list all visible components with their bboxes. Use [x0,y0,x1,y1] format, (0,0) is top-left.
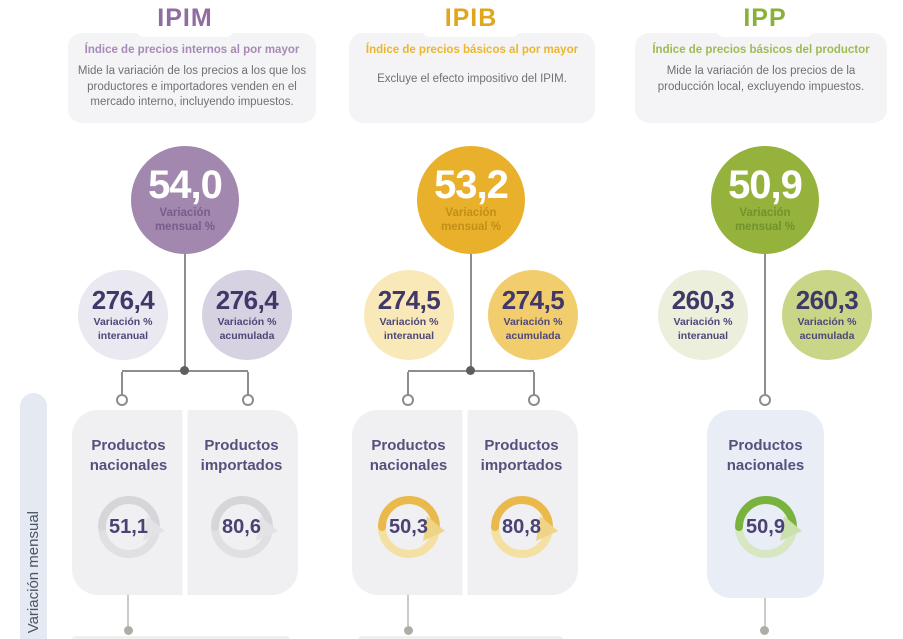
ipib-junction-dot [466,366,475,375]
ipim-accumulated-label: Variación % acumulada [217,316,277,342]
ipim-node-left [116,394,128,406]
ipp-continuation-line [764,598,766,626]
ipp-interannual-value: 260,3 [671,285,735,316]
product-name: Productos nacionales [369,437,448,474]
ipib-accumulated-circle: 274,5 Variación % acumulada [488,270,578,360]
ipib-drop-line-left [407,372,409,395]
ipim-connector-line [184,252,186,371]
ipim-continuation-dot [124,626,133,635]
ipim-title: IPIM [135,0,235,37]
ipib-accumulated-value: 274,5 [501,285,565,316]
ipim-description: Mide la variación de los precios a los q… [77,65,307,109]
product-name: Productos nacionales [726,437,805,474]
cycle-arrow-icon [97,496,165,558]
ipp-monthly-value: 50,9 [728,162,803,207]
ipim-monthly-label: Variación mensual % [154,206,216,233]
product-value: 50,9 [746,515,785,538]
ipim-monthly-value: 54,0 [148,162,223,207]
ipp-accumulated-value: 260,3 [795,285,859,316]
product-icon-wrap: 80,6 [203,488,281,566]
ipim-continuation-line [127,595,129,626]
ipim-description-card: Índice de precios internos al por mayor … [68,33,316,123]
ipim-product-importados: Productos importados 80,6 [185,410,298,595]
ipib-continuation-line [407,595,409,626]
ipib-subtitle: Índice de precios básicos al por mayor [365,44,579,56]
ipib-interannual-circle: 274,5 Variación % interanual [364,270,454,360]
ipib-product-importados: Productos importados 80,8 [465,410,578,595]
ipib-monthly-variation-circle: 53,2 Variación mensual % [417,146,525,254]
ipp-monthly-variation-circle: 50,9 Variación mensual % [711,146,819,254]
products-divider [182,410,188,595]
ipp-interannual-circle: 260,3 Variación % interanual [658,270,748,360]
ipim-node-right [242,394,254,406]
product-icon-wrap: 50,9 [727,488,805,566]
ipib-monthly-label: Variación mensual % [440,206,502,233]
ipib-node-right [528,394,540,406]
ipp-node [759,394,771,406]
ipim-products-card: Productos nacionales 51,1 Productos impo… [72,410,298,595]
ipim-interannual-value: 276,4 [91,285,155,316]
product-name: Productos importados [480,437,563,474]
product-icon-wrap: 51,1 [90,488,168,566]
ipib-interannual-value: 274,5 [377,285,441,316]
ipib-products-card: Productos nacionales 50,3 Productos impo… [352,410,578,595]
ipp-accumulated-circle: 260,3 Variación % acumulada [782,270,872,360]
ipib-description: Excluye el efecto impositivo del IPIM. [377,73,567,85]
product-value: 51,1 [109,515,148,538]
product-icon-wrap: 50,3 [370,488,448,566]
ipib-monthly-value: 53,2 [434,162,509,207]
ipim-product-nacionales: Productos nacionales 51,1 [72,410,185,595]
ipim-subtitle: Índice de precios internos al por mayor [84,44,300,56]
cycle-arrow-icon [377,496,445,558]
cycle-arrow-icon [490,496,558,558]
ipib-connector-line [470,252,472,371]
monthly-variation-rail: Variación mensual [20,393,47,639]
ipp-product-nacionales: Productos nacionales 50,9 [707,410,824,598]
product-value: 80,6 [222,515,261,538]
ipib-product-nacionales: Productos nacionales 50,3 [352,410,465,595]
ipp-description-card: Índice de precios básicos del productor … [635,33,887,123]
ipp-title: IPP [715,0,815,37]
ipib-node-left [402,394,414,406]
ipp-monthly-label: Variación mensual % [734,206,796,233]
cycle-arrow-icon [734,496,802,558]
ipim-accumulated-circle: 276,4 Variación % acumulada [202,270,292,360]
products-divider [462,410,468,595]
ipim-monthly-variation-circle: 54,0 Variación mensual % [131,146,239,254]
ipim-interannual-label: Variación % interanual [93,316,153,342]
ipp-subtitle: Índice de precios básicos del productor [652,44,870,56]
product-value: 50,3 [389,515,428,538]
product-value: 80,8 [502,515,541,538]
ipim-junction-dot [180,366,189,375]
product-icon-wrap: 80,8 [483,488,561,566]
ipib-drop-line-right [533,372,535,395]
ipp-products-card: Productos nacionales 50,9 [707,410,824,598]
ipp-interannual-label: Variación % interanual [673,316,733,342]
ipp-connector-line [764,252,766,394]
ipib-title: IPIB [421,0,521,37]
ipp-continuation-dot [760,626,769,635]
ipim-accumulated-value: 276,4 [215,285,279,316]
ipim-interannual-circle: 276,4 Variación % interanual [78,270,168,360]
ipim-next-card-top-edge [72,636,290,639]
ipp-accumulated-label: Variación % acumulada [797,316,857,342]
ipim-drop-line-right [247,372,249,395]
rail-label: Variación mensual [25,510,42,633]
ipib-description-card: Índice de precios básicos al por mayor E… [349,33,595,123]
cycle-arrow-icon [210,496,278,558]
ipib-interannual-label: Variación % interanual [379,316,439,342]
ipib-accumulated-label: Variación % acumulada [503,316,563,342]
ipib-continuation-dot [404,626,413,635]
ipim-drop-line-left [121,372,123,395]
ipib-next-card-top-edge [358,636,563,639]
product-name: Productos nacionales [89,437,168,474]
ipp-description: Mide la variación de los precios de la p… [657,65,865,93]
product-name: Productos importados [200,437,283,474]
